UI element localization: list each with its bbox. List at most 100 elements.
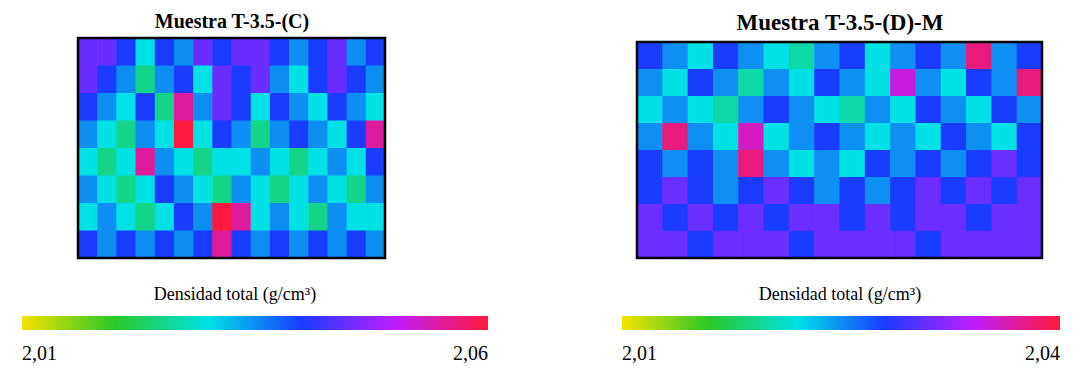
colorbar — [22, 316, 488, 330]
cell — [764, 96, 790, 124]
cell — [366, 148, 385, 176]
cell — [637, 177, 663, 205]
cell — [966, 96, 992, 124]
cell — [232, 121, 252, 149]
cell — [212, 176, 232, 204]
cell — [966, 204, 992, 232]
cell — [212, 93, 232, 121]
cell — [251, 176, 271, 204]
cell — [713, 204, 739, 232]
cell — [966, 231, 992, 258]
cell — [764, 177, 790, 205]
cell — [637, 96, 663, 124]
cell — [193, 203, 213, 231]
cell — [155, 66, 175, 94]
cell — [116, 148, 136, 176]
cell — [97, 203, 117, 231]
cell — [840, 123, 866, 151]
cell — [136, 121, 156, 149]
cell — [251, 93, 271, 121]
cell — [915, 204, 941, 232]
cell — [865, 96, 891, 124]
cell — [1017, 204, 1042, 232]
cell — [116, 38, 136, 66]
cell — [251, 148, 271, 176]
cell — [865, 150, 891, 178]
cell — [155, 148, 175, 176]
cell — [327, 176, 347, 204]
cell — [116, 121, 136, 149]
cell — [865, 42, 891, 70]
cell — [251, 38, 271, 66]
cell — [1017, 96, 1042, 124]
cell — [637, 69, 663, 97]
cell — [738, 204, 764, 232]
cell — [814, 150, 840, 178]
panel: Muestra T-3.5-(D)-MDensidad total (g/cm³… — [622, 10, 1060, 364]
heatmap-cells — [637, 42, 1042, 258]
cell — [366, 203, 385, 231]
cell — [136, 66, 156, 94]
panel: Muestra T-3.5-(C)Densidad total (g/cm³)2… — [22, 10, 488, 364]
cell — [991, 96, 1017, 124]
cell — [991, 150, 1017, 178]
cell — [688, 204, 714, 232]
cell — [688, 177, 714, 205]
cell — [713, 177, 739, 205]
cell — [212, 38, 232, 66]
cell — [662, 204, 688, 232]
cell — [637, 204, 663, 232]
cell — [327, 148, 347, 176]
cell — [941, 96, 967, 124]
cell — [738, 231, 764, 258]
cell — [637, 231, 663, 258]
cell — [289, 93, 309, 121]
cell — [915, 96, 941, 124]
cell — [890, 150, 916, 178]
cell — [814, 177, 840, 205]
cell — [327, 38, 347, 66]
cell — [347, 93, 367, 121]
cell — [174, 66, 194, 94]
cell — [688, 123, 714, 151]
cell — [270, 66, 290, 94]
cell — [713, 231, 739, 258]
cell — [270, 148, 290, 176]
cell — [174, 231, 194, 259]
cell — [289, 121, 309, 149]
cell — [366, 121, 385, 149]
cell — [1017, 177, 1042, 205]
colorbar-tick-label: 2,06 — [453, 342, 488, 364]
cell — [764, 204, 790, 232]
cell — [366, 231, 385, 259]
cell — [289, 176, 309, 204]
cell — [136, 203, 156, 231]
cell — [232, 203, 252, 231]
cell — [136, 231, 156, 259]
cell — [289, 203, 309, 231]
cell — [174, 38, 194, 66]
cell — [193, 66, 213, 94]
cell — [991, 123, 1017, 151]
cell — [738, 123, 764, 151]
cell — [116, 66, 136, 94]
cell — [347, 231, 367, 259]
cell — [840, 96, 866, 124]
cell — [366, 93, 385, 121]
cell — [289, 66, 309, 94]
cell — [789, 69, 815, 97]
heatmap-cells — [78, 38, 385, 258]
colorbar-label: Densidad total (g/cm³) — [759, 284, 921, 305]
cell — [97, 231, 117, 259]
cell — [713, 96, 739, 124]
cell — [347, 38, 367, 66]
cell — [136, 93, 156, 121]
cell — [78, 93, 98, 121]
cell — [941, 177, 967, 205]
cell — [713, 42, 739, 70]
cell — [941, 231, 967, 258]
cell — [327, 93, 347, 121]
cell — [97, 148, 117, 176]
cell — [840, 69, 866, 97]
cell — [116, 203, 136, 231]
